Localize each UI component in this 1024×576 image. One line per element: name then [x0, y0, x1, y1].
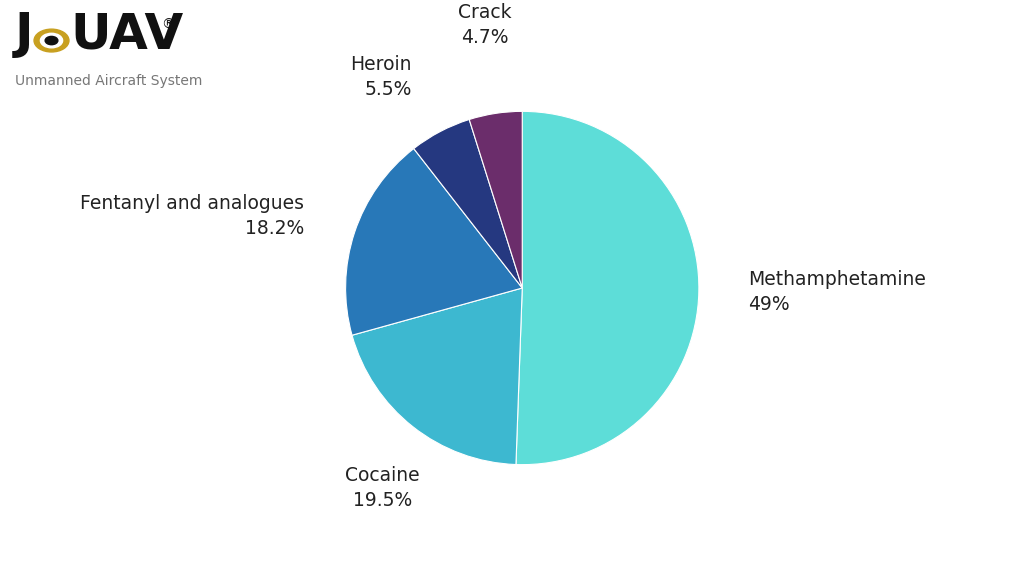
Circle shape — [40, 33, 62, 48]
Text: Unmanned Aircraft System: Unmanned Aircraft System — [15, 74, 203, 88]
Text: UAV: UAV — [71, 10, 183, 58]
Wedge shape — [346, 149, 522, 335]
Wedge shape — [414, 119, 522, 288]
Circle shape — [34, 29, 69, 52]
Text: J: J — [15, 10, 34, 58]
Text: Heroin
5.5%: Heroin 5.5% — [350, 55, 412, 99]
Text: Methamphetamine
49%: Methamphetamine 49% — [749, 270, 926, 314]
Text: Fentanyl and analogues
18.2%: Fentanyl and analogues 18.2% — [80, 194, 304, 238]
Wedge shape — [469, 111, 522, 288]
Text: Crack
4.7%: Crack 4.7% — [459, 3, 512, 47]
Circle shape — [45, 36, 57, 45]
Text: ®: ® — [161, 18, 175, 32]
Wedge shape — [352, 288, 522, 464]
Wedge shape — [516, 111, 699, 465]
Text: Cocaine
19.5%: Cocaine 19.5% — [345, 465, 420, 510]
